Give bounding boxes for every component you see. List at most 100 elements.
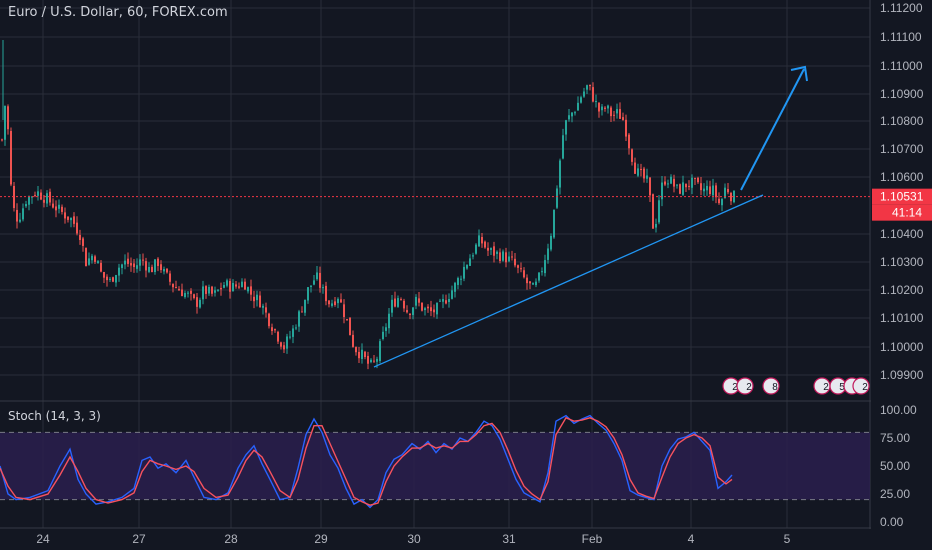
candle-body xyxy=(64,212,66,219)
candle-body xyxy=(193,294,195,299)
candle-body xyxy=(592,87,594,102)
candle-body xyxy=(346,319,348,321)
candle-body xyxy=(394,298,396,307)
candle-body xyxy=(337,298,339,304)
candle-body xyxy=(448,298,450,303)
price-tick-label: 1.10100 xyxy=(880,311,924,325)
candle-body xyxy=(565,120,567,135)
candle-body xyxy=(223,285,225,288)
price-tick-label: 1.11000 xyxy=(880,59,923,73)
candle-body xyxy=(571,112,573,117)
time-tick-label: 24 xyxy=(36,532,50,546)
event-flag-icon[interactable] xyxy=(762,377,780,395)
candle-body xyxy=(253,296,255,302)
price-tick-label: 1.10200 xyxy=(880,283,924,297)
price-axis-bg xyxy=(871,0,932,550)
price-tick-label: 1.10000 xyxy=(880,340,924,354)
candle-body xyxy=(4,105,6,140)
candle-body xyxy=(301,311,303,313)
candle-body xyxy=(157,258,159,266)
candle-body xyxy=(262,305,264,308)
candle-body xyxy=(607,105,609,109)
candle-body xyxy=(115,275,117,283)
candle-body xyxy=(67,216,69,220)
projection-arrowhead xyxy=(790,65,808,82)
candle-body xyxy=(721,199,723,206)
candle-body xyxy=(58,204,60,209)
candle-body xyxy=(475,244,477,254)
candle-body xyxy=(133,263,135,268)
candle-body xyxy=(409,313,411,316)
candle-body xyxy=(562,135,564,159)
candle-body xyxy=(175,287,177,289)
price-tick-label: 1.10900 xyxy=(880,87,924,101)
candle-body xyxy=(454,282,456,292)
candle-body xyxy=(343,304,345,318)
time-tick-label: 31 xyxy=(502,532,516,546)
candle-body xyxy=(163,269,165,272)
candle-body xyxy=(604,107,606,109)
drawings[interactable] xyxy=(373,65,808,368)
candle-body xyxy=(316,272,318,280)
countdown-label: 41:14 xyxy=(892,206,922,220)
event-flag-icon[interactable] xyxy=(852,377,870,395)
candle-body xyxy=(307,287,309,301)
candle-body xyxy=(463,266,465,279)
candle-body xyxy=(286,336,288,349)
candle-body xyxy=(325,285,327,302)
candle-body xyxy=(10,130,12,185)
candle-body xyxy=(418,298,420,303)
symbol-title[interactable]: Euro / U.S. Dollar, 60, FOREX.com xyxy=(8,5,228,20)
candle-body xyxy=(79,234,81,240)
candle-body xyxy=(493,246,495,256)
stoch-band xyxy=(0,432,870,500)
candle-body xyxy=(328,300,330,305)
candle-body xyxy=(532,283,534,285)
candle-body xyxy=(187,292,189,294)
candle-body xyxy=(385,327,387,331)
candle-body xyxy=(373,360,375,362)
candle-body xyxy=(214,290,216,293)
candle-body xyxy=(556,188,558,208)
candle-body xyxy=(415,296,417,306)
candle-body xyxy=(616,109,618,114)
economic-events[interactable]: 2282572 xyxy=(722,377,870,395)
candle-body xyxy=(601,106,603,111)
candle-body xyxy=(247,287,249,292)
candle-body xyxy=(28,196,30,205)
event-count: 2 xyxy=(746,382,752,393)
candle-body xyxy=(508,256,510,262)
candle-body xyxy=(103,271,105,278)
candle-body xyxy=(703,188,705,192)
candle-body xyxy=(55,206,57,211)
stoch-tick-label: 100.00 xyxy=(880,403,917,417)
candle-body xyxy=(274,329,276,331)
event-flag-icon[interactable] xyxy=(736,377,754,395)
candle-body xyxy=(190,290,192,294)
candle-body xyxy=(127,258,129,264)
candle-body xyxy=(583,91,585,97)
candle-body xyxy=(496,251,498,254)
time-tick-label: 30 xyxy=(407,532,421,546)
candle-body xyxy=(331,303,333,306)
candle-body xyxy=(700,183,702,191)
candle-body xyxy=(472,255,474,257)
candle-body xyxy=(121,264,123,268)
candle-body xyxy=(181,289,183,297)
candle-body xyxy=(112,277,114,282)
candle-body xyxy=(232,282,234,292)
candle-body xyxy=(73,216,75,224)
candlesticks xyxy=(0,40,870,370)
candle-body xyxy=(226,280,228,286)
candle-body xyxy=(586,85,588,90)
candle-body xyxy=(283,345,285,350)
stoch-title[interactable]: Stoch (14, 3, 3) xyxy=(8,409,101,423)
candle-body xyxy=(628,134,630,149)
candle-body xyxy=(322,287,324,289)
candle-body xyxy=(577,102,579,111)
candle-body xyxy=(487,247,489,251)
candle-body xyxy=(457,278,459,285)
candle-body xyxy=(412,307,414,315)
